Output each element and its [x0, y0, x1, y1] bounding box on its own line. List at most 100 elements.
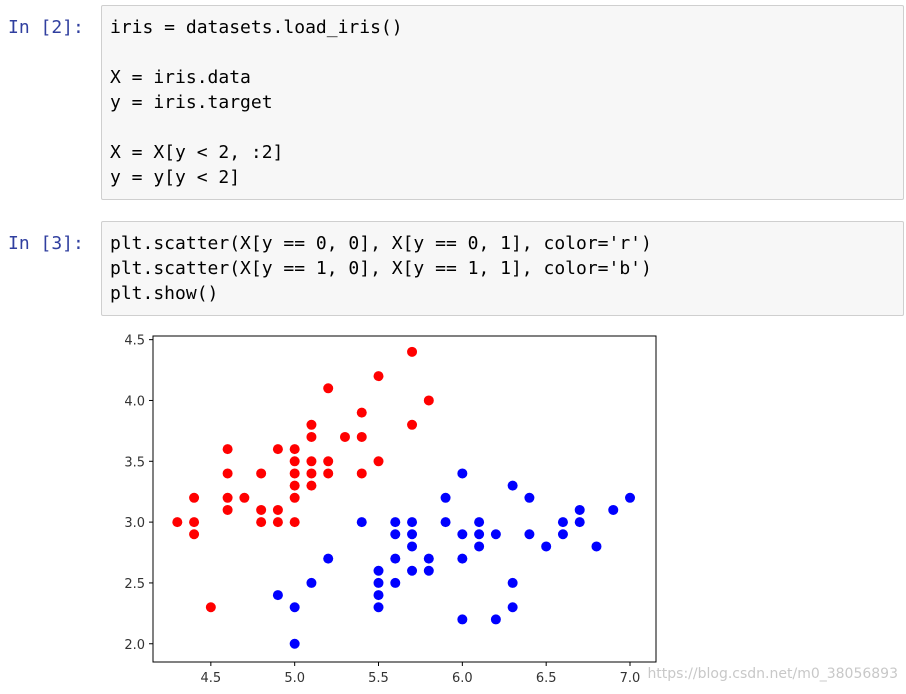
scatter-point — [289, 638, 300, 649]
scatter-point — [407, 346, 418, 357]
scatter-point — [625, 492, 636, 503]
scatter-point — [356, 517, 367, 528]
scatter-point — [306, 419, 317, 430]
scatter-point — [574, 517, 585, 528]
scatter-point — [373, 590, 384, 601]
scatter-point — [440, 492, 451, 503]
scatter-point — [507, 577, 518, 588]
scatter-point — [490, 529, 501, 540]
code-block: iris = datasets.load_iris() — [110, 15, 895, 40]
scatter-point — [306, 431, 317, 442]
scatter-point — [239, 492, 250, 503]
code-line: plt.scatter(X[y == 0, 0], X[y == 0, 1], … — [110, 233, 652, 254]
y-tick-label: 3.5 — [124, 455, 145, 470]
scatter-point — [373, 456, 384, 467]
scatter-point — [289, 492, 300, 503]
scatter-point — [423, 553, 434, 564]
scatter-point — [373, 577, 384, 588]
scatter-point — [289, 602, 300, 613]
scatter-point — [256, 517, 267, 528]
scatter-point — [323, 383, 334, 394]
scatter-point — [373, 371, 384, 382]
y-tick-label: 2.0 — [124, 638, 145, 653]
scatter-point — [407, 541, 418, 552]
scatter-point — [574, 504, 585, 515]
scatter-point — [289, 444, 300, 455]
x-tick-label: 7.0 — [620, 671, 641, 686]
scatter-point — [306, 468, 317, 479]
scatter-point — [172, 517, 183, 528]
scatter-point — [474, 529, 485, 540]
scatter-point — [289, 468, 300, 479]
scatter-point — [306, 456, 317, 467]
scatter-point — [256, 504, 267, 515]
cell-prompt: In [3]: — [8, 233, 84, 254]
scatter-point — [524, 529, 535, 540]
code-cell[interactable]: iris = datasets.load_iris() X = iris.data… — [101, 5, 904, 200]
scatter-point — [407, 529, 418, 540]
scatter-point — [272, 444, 283, 455]
scatter-point — [289, 480, 300, 491]
scatter-point — [440, 517, 451, 528]
x-tick-label: 5.0 — [284, 671, 305, 686]
scatter-point — [306, 577, 317, 588]
scatter-point — [289, 517, 300, 528]
scatter-point — [557, 517, 568, 528]
x-tick-label: 6.5 — [536, 671, 557, 686]
scatter-point — [474, 517, 485, 528]
scatter-point — [256, 468, 267, 479]
scatter-point — [507, 602, 518, 613]
scatter-point — [608, 504, 619, 515]
scatter-point — [272, 590, 283, 601]
cell-prompt: In [2]: — [8, 17, 84, 38]
code-line: X = X[y < 2, :2] — [110, 142, 284, 163]
scatter-point — [356, 468, 367, 479]
code-line: iris = datasets.load_iris() — [110, 17, 403, 38]
scatter-point — [272, 504, 283, 515]
scatter-point — [205, 602, 216, 613]
code-cell[interactable]: plt.scatter(X[y == 0, 0], X[y == 0, 1], … — [101, 221, 904, 316]
scatter-point — [272, 517, 283, 528]
code-block: X = iris.data y = iris.target — [110, 65, 895, 115]
scatter-point — [557, 529, 568, 540]
scatter-point — [390, 577, 401, 588]
code-line: plt.scatter(X[y == 1, 0], X[y == 1, 1], … — [110, 258, 652, 279]
scatter-point — [474, 541, 485, 552]
scatter-point — [591, 541, 602, 552]
scatter-point — [373, 565, 384, 576]
scatter-point — [407, 419, 418, 430]
scatter-point — [457, 529, 468, 540]
y-tick-label: 4.0 — [124, 394, 145, 409]
scatter-point — [339, 431, 350, 442]
y-tick-label: 3.0 — [124, 516, 145, 531]
scatter-point — [306, 480, 317, 491]
scatter-point — [222, 444, 233, 455]
scatter-point — [390, 517, 401, 528]
code-block: X = X[y < 2, :2] y = y[y < 2] — [110, 140, 895, 190]
code-line: plt.show() — [110, 283, 219, 304]
scatter-point — [189, 492, 200, 503]
code-line: y = iris.target — [110, 92, 273, 113]
scatter-point — [390, 529, 401, 540]
x-tick-label: 6.0 — [452, 671, 473, 686]
scatter-point — [189, 529, 200, 540]
scatter-point — [490, 614, 501, 625]
scatter-point — [222, 504, 233, 515]
x-tick-label: 4.5 — [201, 671, 222, 686]
scatter-point — [541, 541, 552, 552]
scatter-point — [407, 517, 418, 528]
scatter-point — [222, 468, 233, 479]
scatter-point — [222, 492, 233, 503]
scatter-point — [423, 395, 434, 406]
scatter-point — [323, 468, 334, 479]
scatter-point — [289, 456, 300, 467]
scatter-point — [356, 431, 367, 442]
watermark: https://blog.csdn.net/m0_38056893 — [647, 666, 898, 682]
scatter-point — [423, 565, 434, 576]
scatter-point — [189, 517, 200, 528]
scatter-point — [457, 468, 468, 479]
y-tick-label: 4.5 — [124, 334, 145, 349]
plot-area — [152, 335, 657, 663]
